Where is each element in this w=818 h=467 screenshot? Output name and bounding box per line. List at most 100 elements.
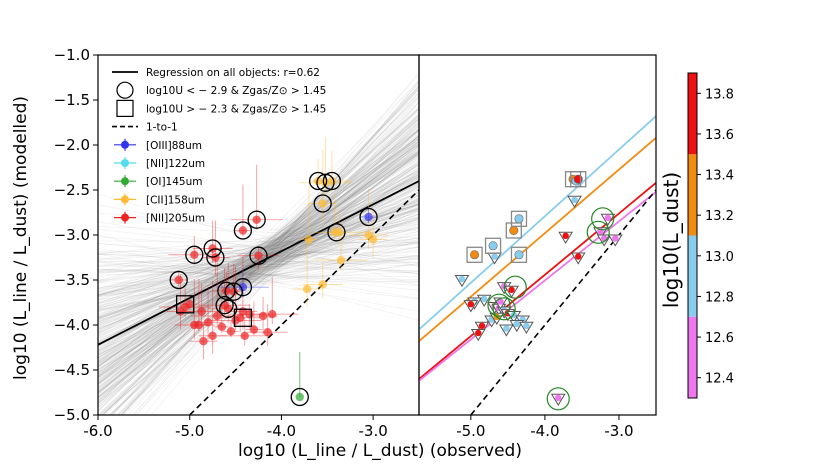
bootstrap-line <box>98 145 419 385</box>
data-point-nii205um <box>238 226 248 235</box>
bootstrap-line <box>101 114 419 415</box>
bootstrap-line <box>98 141 419 392</box>
bootstrap-line <box>98 121 419 378</box>
data-point <box>571 196 578 203</box>
bootstrap-line <box>98 175 419 325</box>
data-point-nii205um <box>240 331 249 340</box>
bootstrap-line <box>98 148 419 375</box>
selection-circle <box>316 173 335 192</box>
bootstrap-line <box>98 117 419 415</box>
bootstrap-line <box>98 176 419 355</box>
bootstrap-line <box>98 271 419 288</box>
legend-circle-marker <box>116 81 134 99</box>
bootstrap-line <box>98 270 419 278</box>
bootstrap-line <box>98 164 419 378</box>
colorbar-label: log10(L_dust) <box>659 172 683 308</box>
bootstrap-line <box>98 239 419 321</box>
bootstrap-line <box>98 234 419 289</box>
data-point-cii158um <box>335 228 344 237</box>
bootstrap-line <box>100 145 419 415</box>
bootstrap-line <box>98 151 419 370</box>
data-point <box>513 320 520 328</box>
legend-point <box>121 177 129 186</box>
bootstrap-line <box>108 129 419 415</box>
colorbar-tick-label: 12.4 <box>705 372 734 387</box>
selection-square <box>570 171 587 188</box>
selection-circle <box>249 246 268 265</box>
bootstrap-line <box>98 226 419 317</box>
selection-square <box>505 222 522 239</box>
bootstrap-line <box>98 80 419 405</box>
y-tick-label: −4.5 <box>54 361 90 379</box>
bootstrap-line <box>98 153 419 384</box>
bootstrap-line <box>98 153 419 391</box>
bootstrap-line <box>98 269 419 284</box>
data-point <box>503 325 510 332</box>
legend-point <box>121 213 129 222</box>
bootstrap-line <box>98 174 419 328</box>
bootstrap-line <box>98 173 419 363</box>
bootstrap-line <box>98 255 419 297</box>
bootstrap-line <box>98 241 419 325</box>
bootstrap-line <box>98 202 419 319</box>
bootstrap-line <box>98 254 419 294</box>
bootstrap-line <box>98 167 419 332</box>
bootstrap-line <box>98 232 419 312</box>
bootstrap-line <box>98 151 419 399</box>
legend-label: 1-to-1 <box>146 122 178 134</box>
bootstrap-line <box>98 258 419 272</box>
bootstrap-line <box>98 188 419 296</box>
data-point <box>458 275 466 283</box>
legend-label: [OI]145um <box>146 176 202 188</box>
bootstrap-line <box>117 98 419 415</box>
bootstrap-line <box>98 204 419 318</box>
colorbar-tick-label: 13.4 <box>705 169 734 184</box>
colorbar-tick-label: 13.8 <box>705 87 734 102</box>
bootstrap-line <box>98 254 419 310</box>
bootstrap-line <box>98 257 419 311</box>
bootstrap-line <box>98 145 419 389</box>
regression-line-solid <box>98 180 419 346</box>
bootstrap-line <box>117 124 419 415</box>
bootstrap-line <box>102 142 419 415</box>
bootstrap-line <box>98 151 419 415</box>
bootstrap-line <box>98 138 419 398</box>
y-tick-label: −2.5 <box>54 181 90 199</box>
bootstrap-line <box>98 204 419 267</box>
bootstrap-line <box>128 82 419 415</box>
colorbar-tick-label: 13.2 <box>705 209 734 224</box>
selection-circle <box>206 248 225 267</box>
legend-label: log10U > − 2.3 & Zgas/Z⊙ > 1.45 <box>146 103 326 115</box>
legend-square-marker <box>116 99 134 118</box>
bootstrap-line <box>98 203 419 344</box>
bootstrap-line <box>98 230 419 324</box>
bootstrap-line <box>98 259 419 276</box>
bootstrap-line <box>98 144 419 388</box>
bootstrap-line <box>98 178 419 370</box>
selection-circle <box>487 293 511 317</box>
x-tick-label: -4.0 <box>530 422 559 440</box>
bootstrap-line <box>98 140 419 407</box>
selection-circle <box>546 387 570 411</box>
bootstrap-line <box>98 281 419 284</box>
bootstrap-line <box>98 194 419 358</box>
bootstrap-line <box>123 135 419 415</box>
selection-circle <box>503 275 527 299</box>
data-point-cii158um <box>318 280 327 289</box>
bootstrap-line <box>98 169 419 351</box>
bootstrap-line <box>98 263 419 308</box>
bootstrap-line <box>98 181 419 321</box>
y-tick-label: −1.0 <box>54 46 90 64</box>
selection-circle <box>233 278 253 297</box>
bootstrap-line <box>98 197 419 355</box>
bootstrap-line <box>98 205 419 293</box>
selection-square <box>484 237 502 254</box>
bootstrap-line <box>98 169 419 397</box>
data-point-oiii88um <box>238 283 248 292</box>
bootstrap-line <box>98 129 419 393</box>
data-point-nii205um <box>229 287 238 296</box>
bootstrap-line <box>98 156 419 380</box>
bootstrap-line <box>98 208 419 342</box>
bootstrap-line <box>98 129 419 392</box>
data-point-nii205um <box>197 307 206 316</box>
